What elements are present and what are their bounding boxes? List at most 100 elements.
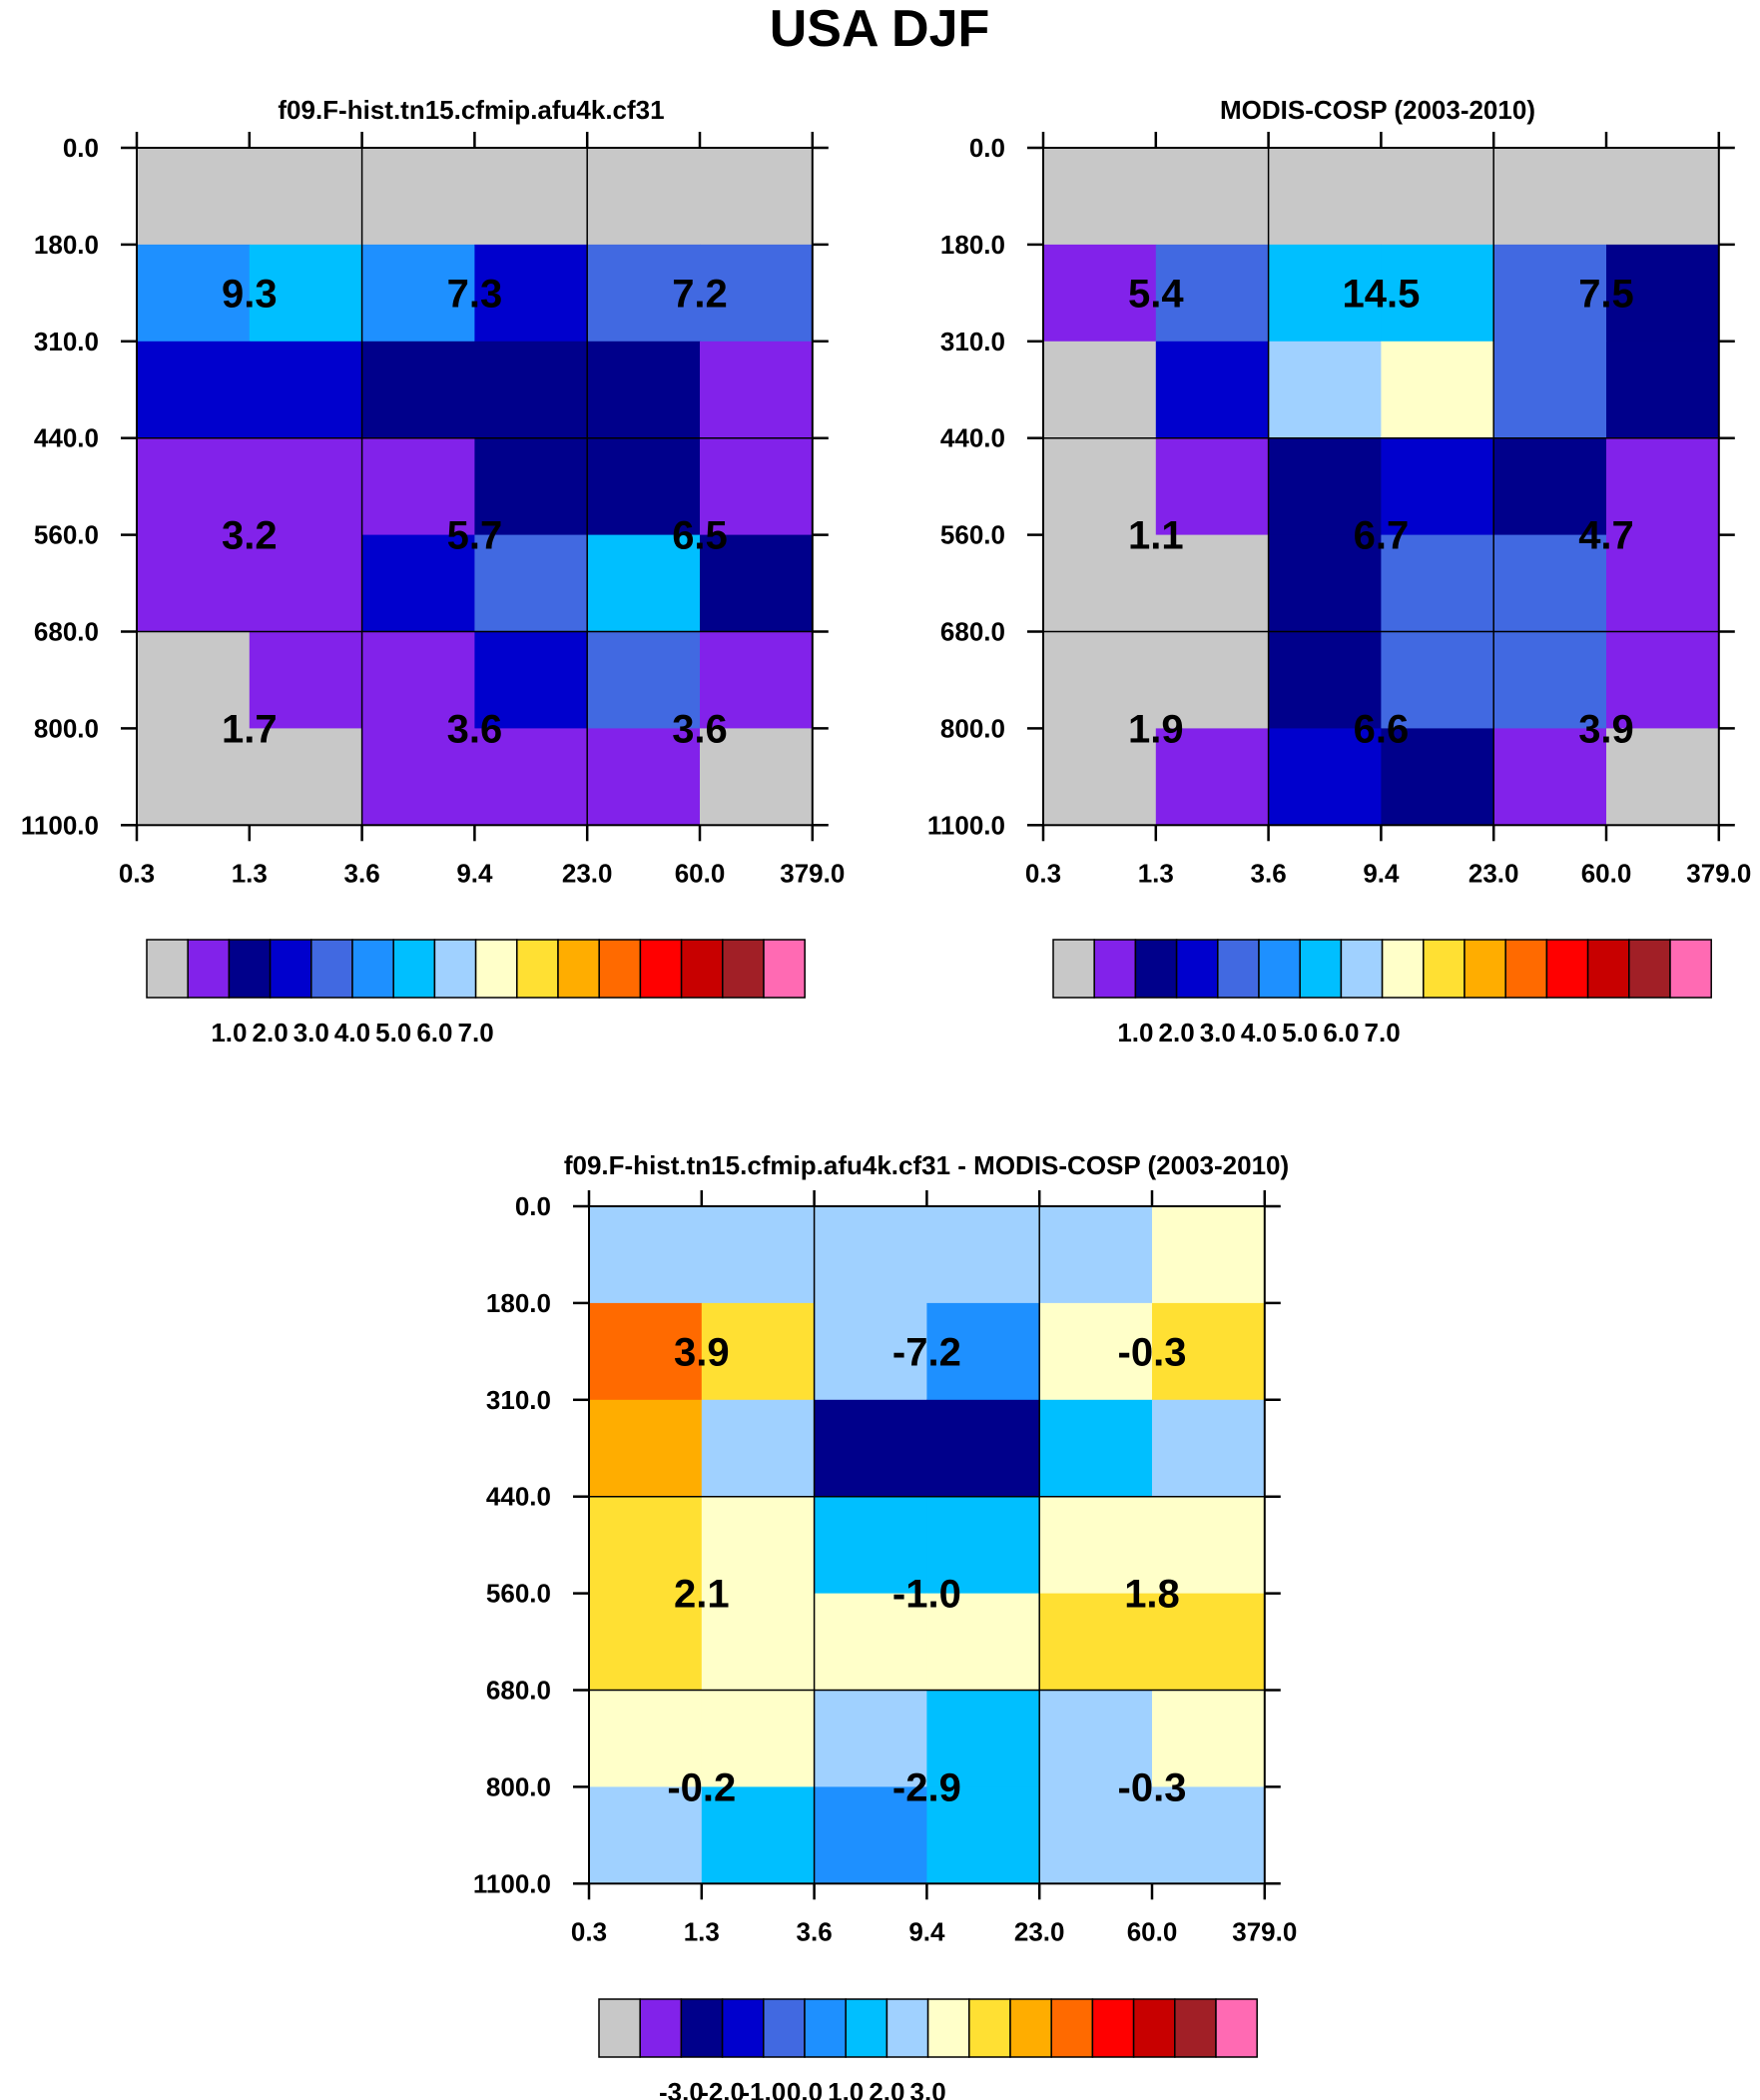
heatmap-cell xyxy=(587,534,701,633)
colorbar-box xyxy=(433,939,477,999)
heatmap-cell xyxy=(1268,437,1382,536)
block-value-label: 9.3 xyxy=(222,272,278,316)
colorbar-box xyxy=(1504,939,1548,999)
heatmap-cell xyxy=(1155,728,1270,826)
heatmap-cell xyxy=(137,437,251,536)
heatmap-cell xyxy=(1043,534,1157,633)
heatmap-cell xyxy=(1155,341,1270,439)
heatmap-cell xyxy=(474,341,588,439)
heatmap-cell xyxy=(249,534,363,633)
colorbar-box xyxy=(680,1998,724,2058)
x-tick-label: 0.3 xyxy=(1025,858,1061,888)
y-tick-label: 680.0 xyxy=(34,617,99,647)
colorbar-box xyxy=(1464,939,1506,999)
heatmap-cell xyxy=(1606,631,1720,729)
block-value-label: 14.5 xyxy=(1342,272,1420,316)
x-tick-label: 9.4 xyxy=(456,858,493,888)
colorbar-label: 6.0 xyxy=(416,1018,452,1048)
heatmap-cell xyxy=(361,631,475,729)
heatmap-cell xyxy=(137,631,251,729)
colorbar-label: 2.0 xyxy=(253,1018,289,1048)
x-tick-label: 3.6 xyxy=(1251,858,1287,888)
x-tick-label: 60.0 xyxy=(675,858,726,888)
heatmap-cell xyxy=(1606,341,1720,439)
colorbar-label: 3.0 xyxy=(293,1018,329,1048)
heatmap-cell xyxy=(1268,148,1382,246)
heatmap-cell xyxy=(926,1593,1040,1692)
x-tick-label: 3.6 xyxy=(344,858,380,888)
colorbar-label: 1.0 xyxy=(1117,1018,1153,1048)
x-tick-label: 9.4 xyxy=(908,1916,945,1946)
heatmap-cell xyxy=(589,1302,703,1401)
heatmap-cell xyxy=(1155,437,1270,536)
colorbar-box xyxy=(351,939,394,999)
colorbar-box xyxy=(1052,939,1095,999)
colorbar-box xyxy=(763,939,806,999)
heatmap-cell xyxy=(701,1786,816,1884)
colorbar-box xyxy=(146,939,189,999)
y-tick-label: 680.0 xyxy=(940,617,1005,647)
heatmap-cell xyxy=(589,1690,703,1787)
heatmap-cell xyxy=(701,1496,816,1595)
block-value-label: -0.2 xyxy=(667,1765,736,1809)
y-tick-label: 440.0 xyxy=(486,1482,551,1512)
heatmap-cell xyxy=(1039,1593,1153,1692)
heatmap-cell xyxy=(1039,1690,1153,1787)
heatmap-cell xyxy=(1152,1786,1266,1884)
heatmap-cell xyxy=(1381,244,1494,343)
block-value-label: -7.2 xyxy=(892,1330,961,1374)
heatmap-cell xyxy=(1043,437,1157,536)
y-tick-label: 180.0 xyxy=(486,1288,551,1318)
heatmap-cell xyxy=(1152,1206,1266,1304)
heatmap-cell xyxy=(1152,1302,1266,1401)
colorbar-box xyxy=(721,1998,765,2058)
heatmap-cell xyxy=(701,1206,816,1304)
heatmap-cell xyxy=(1039,1206,1153,1304)
colorbar-label: -3.0 xyxy=(659,2077,704,2100)
heatmap-cell xyxy=(1268,244,1382,343)
block-value-label: 2.1 xyxy=(674,1573,730,1617)
y-tick-label: 1100.0 xyxy=(21,810,99,840)
heatmap-cell xyxy=(589,1206,703,1304)
heatmap-cell xyxy=(700,437,814,536)
colorbar-box xyxy=(639,1998,683,2058)
heatmap-cell xyxy=(361,437,475,536)
heatmap-cell xyxy=(814,1690,927,1787)
colorbar-box xyxy=(228,939,272,999)
heatmap-cell xyxy=(1606,437,1720,536)
colorbar-box xyxy=(1217,939,1260,999)
colorbar-box xyxy=(1545,939,1589,999)
heatmap-cell xyxy=(1268,631,1382,729)
heatmap-cell xyxy=(1155,631,1270,729)
heatmap-cell xyxy=(249,244,363,343)
page-title: USA DJF xyxy=(770,0,990,58)
y-tick-label: 310.0 xyxy=(486,1385,551,1415)
y-tick-label: 440.0 xyxy=(34,423,99,453)
colorbar-box xyxy=(1175,939,1219,999)
heatmap-cell xyxy=(1381,534,1494,633)
y-tick-label: 800.0 xyxy=(940,713,1005,743)
heatmap-cell xyxy=(474,244,588,343)
heatmap-cell xyxy=(1043,244,1157,343)
heatmap-cell xyxy=(249,341,363,439)
heatmap-cell xyxy=(249,437,363,536)
y-tick-label: 310.0 xyxy=(940,327,1005,356)
heatmap-cell xyxy=(249,148,363,246)
colorbar-label: 3.0 xyxy=(910,2077,946,2100)
heatmap-cell xyxy=(1155,148,1270,246)
heatmap-cell xyxy=(1606,534,1720,633)
colorbar-label: 7.0 xyxy=(1365,1018,1401,1048)
heatmap-cell xyxy=(926,1496,1040,1595)
heatmap-cell xyxy=(589,1593,703,1692)
heatmap-cell xyxy=(361,244,475,343)
heatmap-cell xyxy=(1381,631,1494,729)
x-tick-label: 9.4 xyxy=(1363,858,1400,888)
colorbar-box xyxy=(1050,1998,1094,2058)
heatmap-cell xyxy=(587,631,701,729)
heatmap-cell xyxy=(589,1496,703,1595)
heatmap-cell xyxy=(700,534,814,633)
heatmap-cell xyxy=(1493,341,1607,439)
heatmap-cell xyxy=(1493,534,1607,633)
heatmap-cell xyxy=(1039,1302,1153,1401)
colorbar-box xyxy=(1423,939,1466,999)
